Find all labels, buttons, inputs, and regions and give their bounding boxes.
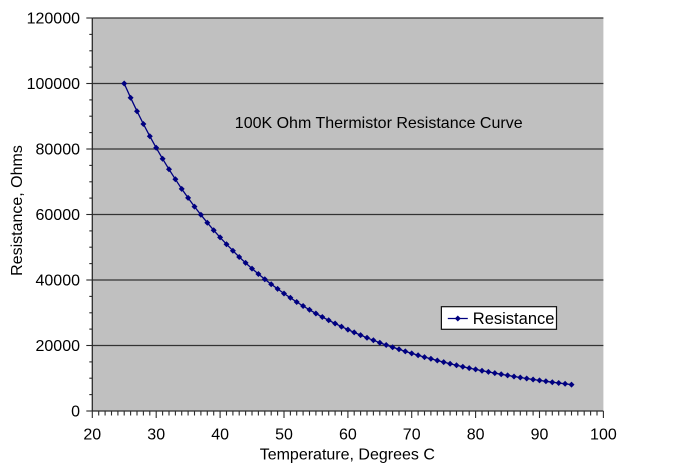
svg-text:30: 30 [147,427,165,444]
svg-text:90: 90 [531,427,549,444]
svg-text:100K Ohm Thermistor Resistance: 100K Ohm Thermistor Resistance Curve [235,115,523,132]
svg-text:100000: 100000 [27,76,80,93]
svg-text:40: 40 [211,427,229,444]
svg-text:100: 100 [590,427,617,444]
svg-text:60: 60 [339,427,357,444]
svg-text:20: 20 [83,427,101,444]
svg-text:60000: 60000 [36,207,81,224]
svg-text:Resistance, Ohms: Resistance, Ohms [9,145,26,276]
svg-text:Resistance: Resistance [473,310,555,328]
svg-text:20000: 20000 [36,338,81,355]
svg-text:50: 50 [275,427,293,444]
svg-text:0: 0 [71,404,80,421]
svg-text:Temperature, Degrees C: Temperature, Degrees C [260,446,435,463]
svg-text:40000: 40000 [36,273,81,290]
svg-text:120000: 120000 [27,11,80,28]
svg-text:80: 80 [467,427,485,444]
svg-text:70: 70 [403,427,421,444]
svg-text:80000: 80000 [36,142,81,159]
